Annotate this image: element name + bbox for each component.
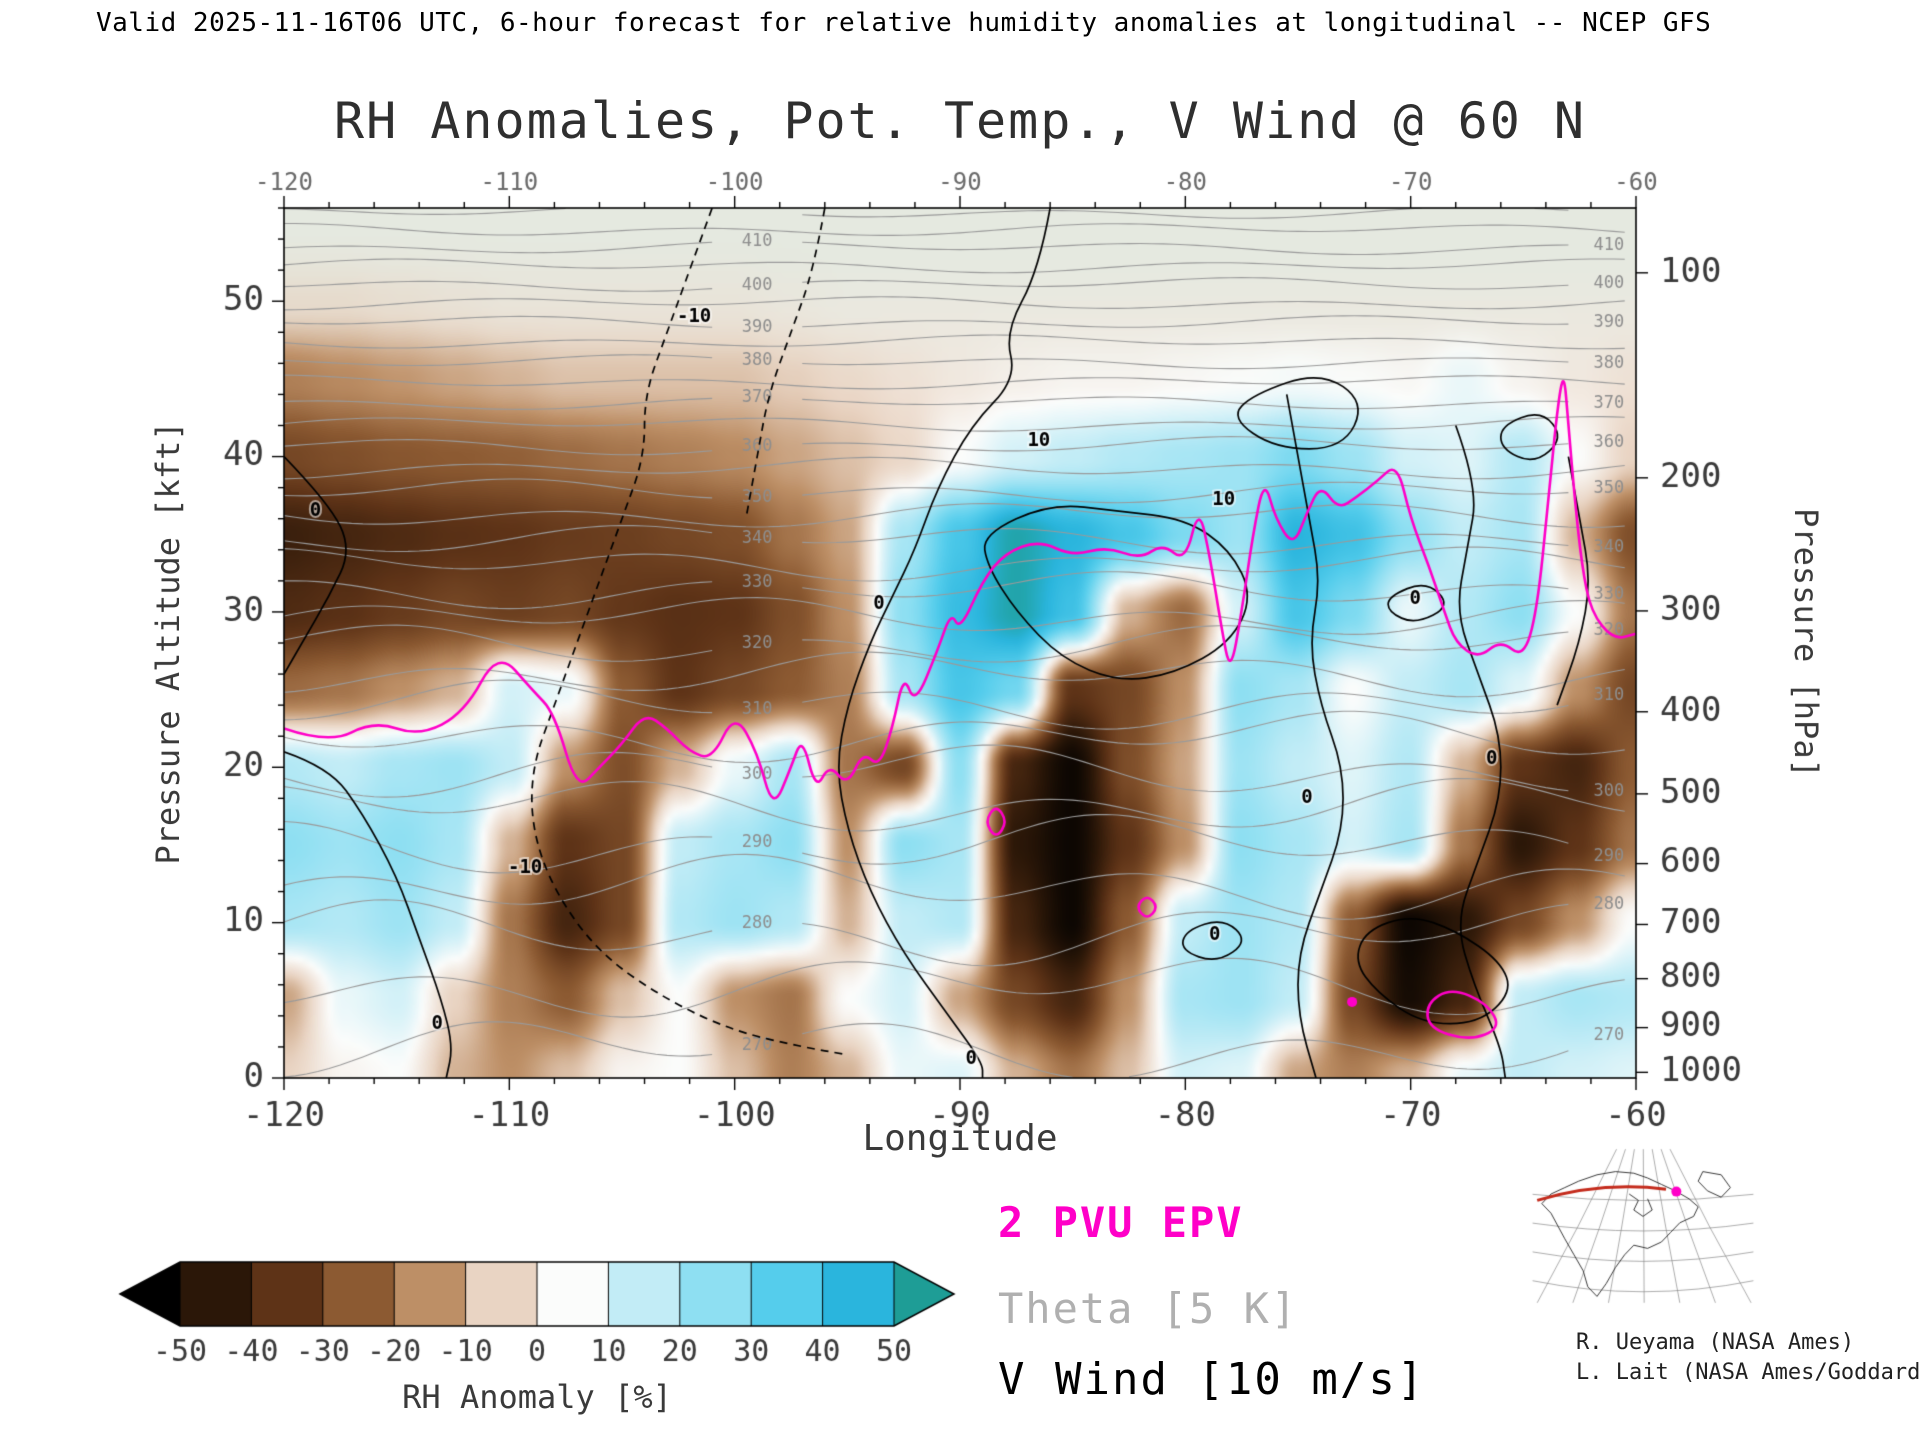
rh-anomaly-colorbar: [100, 1252, 970, 1372]
validity-header: Valid 2025-11-16T06 UTC, 6-hour forecast…: [96, 8, 1712, 38]
credit-line-2: L. Lait (NASA Ames/Goddard): [1576, 1360, 1920, 1385]
y-axis-label-right: Pressure [hPa]: [1787, 508, 1825, 778]
plot-title: RH Anomalies, Pot. Temp., V Wind @ 60 N: [334, 92, 1586, 150]
location-inset-map: [1528, 1146, 1758, 1306]
y-axis-label-left: Pressure Altitude [kft]: [149, 421, 187, 865]
legend-vwind: V Wind [10 m/s]: [998, 1354, 1426, 1405]
legend-theta: Theta [5 K]: [998, 1284, 1299, 1333]
legend-epv: 2 PVU EPV: [998, 1198, 1244, 1247]
x-axis-label: Longitude: [862, 1118, 1058, 1159]
credit-line-1: R. Ueyama (NASA Ames): [1576, 1330, 1855, 1355]
colorbar-label: RH Anomaly [%]: [402, 1378, 672, 1416]
